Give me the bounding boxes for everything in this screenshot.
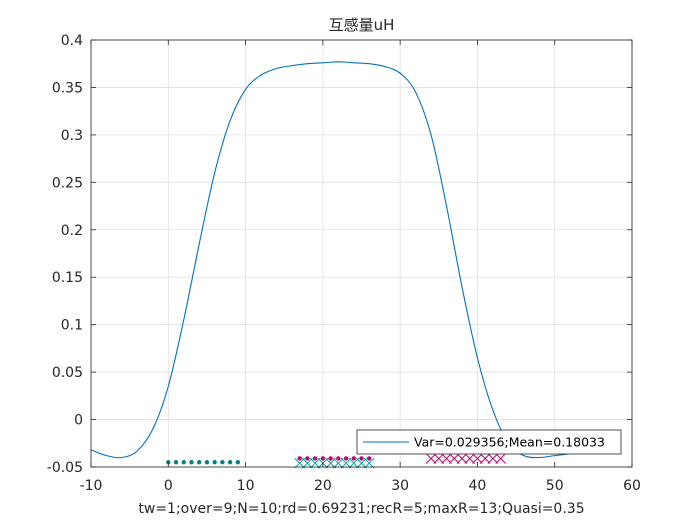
cross-marker — [448, 453, 460, 464]
dot-marker — [305, 456, 310, 461]
cross-marker — [441, 453, 452, 464]
dot-marker — [336, 456, 341, 461]
cross-marker — [479, 453, 491, 464]
series-line — [90, 61, 571, 459]
x-tick-label: 0 — [164, 478, 173, 494]
dot-marker — [312, 456, 318, 461]
dot-marker — [181, 460, 186, 465]
legend-entry: Var=0.029356;Mean=0.18033 — [414, 435, 605, 450]
cross-marker — [456, 453, 468, 464]
dot-marker — [189, 460, 194, 465]
x-tick-label: 10 — [237, 478, 255, 494]
tick-labels: -10 0 10 20 30 40 50 60 -0.05 0 0.05 0.1 0.15 0.2 0.25… — [47, 33, 641, 494]
cross-marker — [363, 457, 375, 469]
y-tick-label: 0.25 — [52, 175, 83, 191]
x-tick-label: 20 — [314, 478, 332, 494]
y-tick-label: 0 — [74, 413, 83, 429]
series-layer — [90, 61, 571, 459]
dot-marker — [351, 456, 356, 461]
marker-layer — [166, 453, 506, 469]
cross-marker — [487, 453, 499, 464]
y-tick-label: 0.3 — [61, 128, 83, 144]
cross-marker — [348, 457, 360, 469]
dot-marker — [320, 456, 326, 461]
y-tick-label: 0.15 — [52, 270, 83, 286]
x-tick-label: -10 — [80, 478, 103, 494]
dot-marker — [343, 456, 349, 461]
dot-marker — [220, 460, 225, 465]
cross-marker — [302, 457, 313, 469]
dot-marker — [297, 456, 302, 461]
x-axis-label: tw=1;over=9;N=10;rd=0.69231;recR=5;maxR=… — [138, 501, 584, 517]
y-tick-label: 0.2 — [61, 223, 83, 239]
dot-marker — [227, 460, 233, 465]
dot-marker — [235, 460, 241, 465]
cross-marker — [472, 453, 483, 464]
cross-marker — [294, 457, 306, 469]
y-tick-label: 0.1 — [61, 318, 83, 334]
dot-marker — [367, 456, 372, 461]
y-tick-label: 0.05 — [52, 365, 83, 381]
chart-title: 互感量uH — [329, 16, 395, 34]
y-tick-label: -0.05 — [47, 460, 83, 476]
cross-marker — [433, 453, 445, 464]
cross-marker — [309, 457, 321, 469]
x-tick-label: 60 — [623, 478, 641, 494]
dot-marker — [359, 456, 364, 461]
cross-marker — [325, 457, 336, 469]
x-tick-label: 50 — [546, 478, 564, 494]
x-tick-label: 30 — [391, 478, 409, 494]
cross-marker — [425, 453, 437, 464]
cross-marker — [340, 457, 352, 469]
y-tick-label: 0.4 — [61, 33, 83, 49]
y-tick-label: 0.35 — [52, 80, 83, 96]
dot-marker — [197, 460, 202, 465]
axes-box — [90, 39, 633, 468]
cross-marker — [464, 453, 476, 464]
legend: Var=0.029356;Mean=0.18033 — [356, 429, 622, 455]
cross-marker — [332, 457, 344, 469]
x-tick-label: 40 — [469, 478, 487, 494]
plot-area — [91, 40, 632, 467]
dot-marker — [212, 460, 217, 465]
dot-marker — [328, 456, 333, 461]
cross-marker — [495, 453, 506, 464]
dot-marker — [173, 460, 179, 465]
dot-marker — [204, 460, 210, 465]
ticks — [90, 39, 633, 468]
cross-marker — [356, 457, 367, 469]
